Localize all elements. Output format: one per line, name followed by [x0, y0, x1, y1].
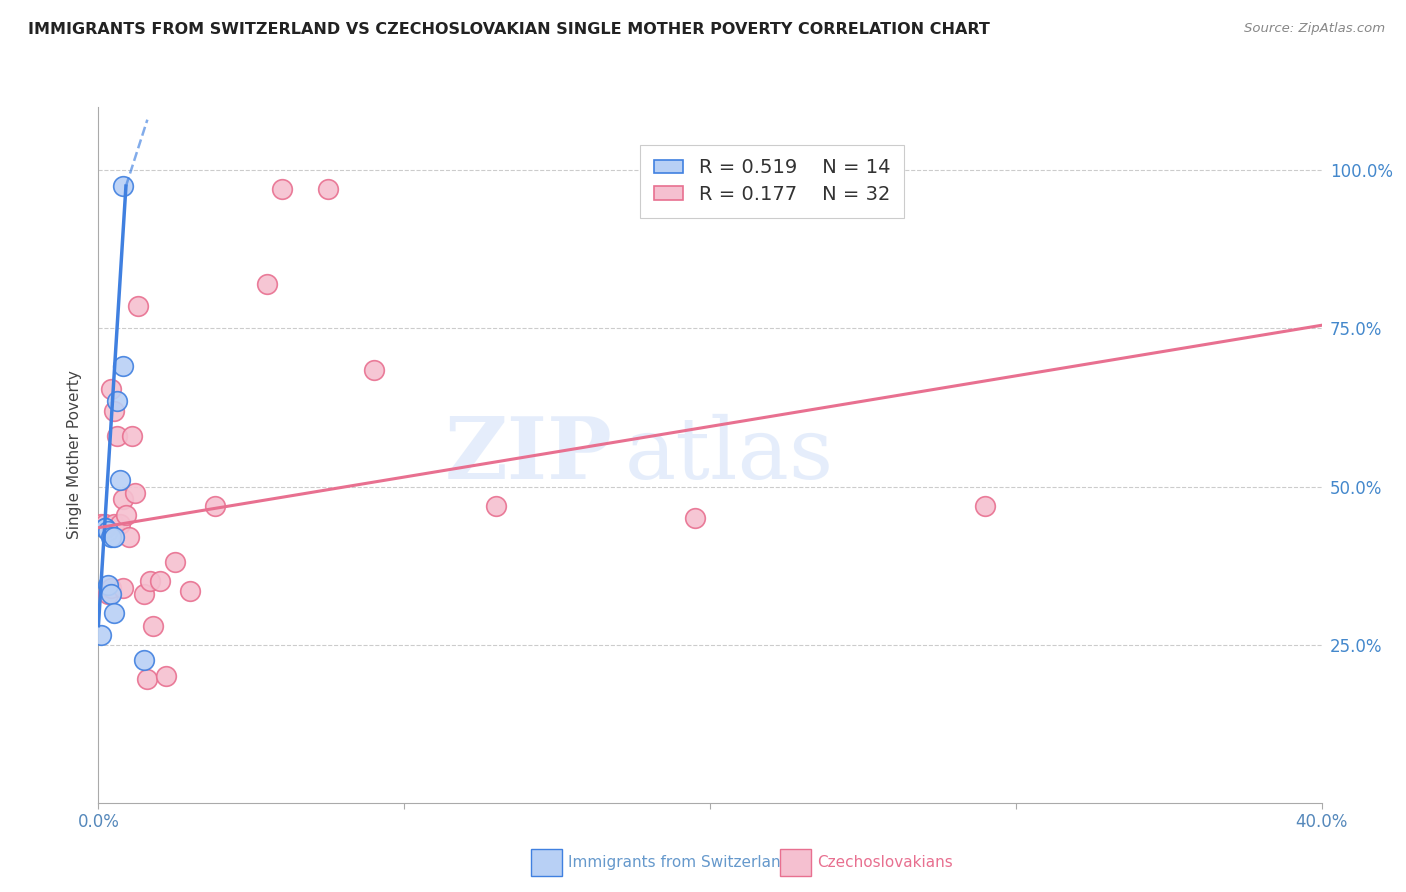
Point [100, 530, 122, 544]
Point [316, 182, 339, 196]
Point [93, 517, 115, 532]
Point [103, 530, 125, 544]
Point [134, 653, 156, 667]
Point [108, 517, 131, 532]
Point [97, 524, 120, 538]
Point [149, 574, 172, 589]
Point [204, 499, 226, 513]
Point [105, 429, 128, 443]
Point [118, 530, 141, 544]
Point [103, 403, 125, 417]
Text: ZIP: ZIP [444, 413, 612, 497]
Text: atlas: atlas [624, 413, 834, 497]
Point [93, 521, 115, 535]
Legend: R = 0.519    N = 14, R = 0.177    N = 32: R = 0.519 N = 14, R = 0.177 N = 32 [640, 145, 904, 218]
Point [100, 581, 122, 595]
Point [121, 429, 143, 443]
Point [363, 362, 385, 376]
Y-axis label: Single Mother Poverty: Single Mother Poverty [67, 370, 83, 540]
Point [974, 499, 997, 513]
Point [134, 587, 156, 601]
Point [111, 179, 134, 194]
Point [256, 277, 278, 292]
Point [139, 574, 162, 589]
Point [485, 499, 508, 513]
Point [103, 517, 125, 532]
Point [111, 359, 134, 374]
Point [90, 517, 112, 532]
Point [142, 618, 165, 632]
Point [111, 492, 134, 507]
Text: Immigrants from Switzerland: Immigrants from Switzerland [568, 855, 790, 870]
Point [90, 628, 112, 642]
Point [124, 486, 146, 500]
Point [115, 508, 138, 522]
Point [93, 521, 115, 535]
Point [127, 299, 149, 313]
Point [103, 606, 125, 620]
Text: Czechoslovakians: Czechoslovakians [817, 855, 953, 870]
Point [136, 673, 159, 687]
Point [179, 583, 201, 598]
Point [108, 473, 131, 487]
Point [155, 669, 177, 683]
Point [97, 587, 120, 601]
Text: IMMIGRANTS FROM SWITZERLAND VS CZECHOSLOVAKIAN SINGLE MOTHER POVERTY CORRELATION: IMMIGRANTS FROM SWITZERLAND VS CZECHOSLO… [28, 22, 990, 37]
Point [105, 394, 128, 409]
Text: Source: ZipAtlas.com: Source: ZipAtlas.com [1244, 22, 1385, 36]
Point [97, 577, 120, 591]
Point [100, 382, 122, 396]
Point [111, 581, 134, 595]
Point [683, 511, 706, 525]
Point [100, 587, 122, 601]
Point [163, 556, 186, 570]
Point [270, 182, 292, 196]
